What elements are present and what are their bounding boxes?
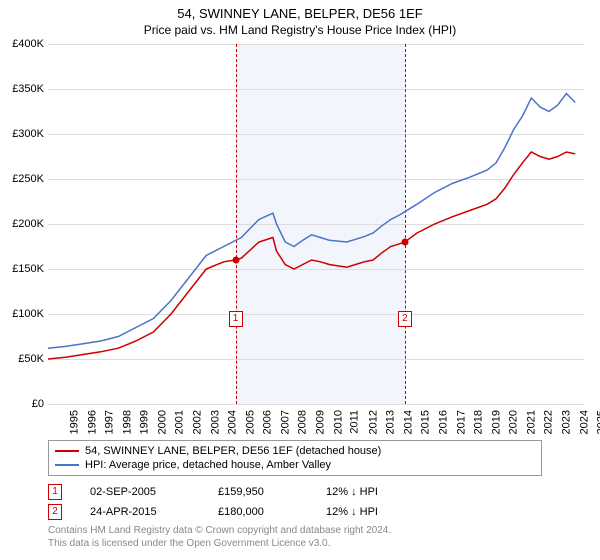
series-price_paid (48, 152, 575, 359)
legend-swatch (55, 450, 79, 452)
x-axis-label: 2007 (279, 410, 291, 434)
legend-label: 54, SWINNEY LANE, BELPER, DE56 1EF (deta… (85, 445, 381, 457)
x-axis-label: 2024 (578, 410, 590, 434)
x-axis-label: 2006 (262, 410, 274, 434)
footer-attribution: Contains HM Land Registry data © Crown c… (48, 524, 391, 550)
y-axis-label: £150K (12, 263, 44, 275)
legend-item: HPI: Average price, detached house, Ambe… (55, 458, 535, 472)
x-axis-label: 1999 (139, 410, 151, 434)
x-axis-label: 2022 (543, 410, 555, 434)
y-axis-label: £350K (12, 83, 44, 95)
footer-line-1: Contains HM Land Registry data © Crown c… (48, 524, 391, 537)
transaction-row: 2 24-APR-2015 £180,000 12% ↓ HPI (48, 502, 406, 522)
x-axis-label: 2012 (367, 410, 379, 434)
x-axis-label: 2016 (438, 410, 450, 434)
x-axis-label: 2018 (473, 410, 485, 434)
chart-plot-area: £0£50K£100K£150K£200K£250K£300K£350K£400… (48, 44, 584, 404)
transaction-row: 1 02-SEP-2005 £159,950 12% ↓ HPI (48, 482, 406, 502)
y-axis-label: £300K (12, 128, 44, 140)
sale-dot (232, 257, 239, 264)
chart-subtitle: Price paid vs. HM Land Registry's House … (0, 21, 600, 41)
chart-container: 54, SWINNEY LANE, BELPER, DE56 1EF Price… (0, 0, 600, 560)
line-series-svg (48, 44, 584, 404)
series-hpi (48, 94, 575, 349)
y-axis-label: £250K (12, 173, 44, 185)
x-axis-label: 2021 (525, 410, 537, 434)
x-axis-label: 2010 (332, 410, 344, 434)
x-axis-label: 2009 (315, 410, 327, 434)
transactions-table: 1 02-SEP-2005 £159,950 12% ↓ HPI 2 24-APR-201… (48, 482, 406, 522)
sale-marker-box: 1 (229, 311, 243, 327)
x-axis-label: 2017 (455, 410, 467, 434)
transaction-marker: 1 (48, 484, 62, 500)
x-axis-label: 2001 (174, 410, 186, 434)
legend-label: HPI: Average price, detached house, Ambe… (85, 459, 331, 471)
y-axis-label: £0 (32, 398, 44, 410)
x-axis-label: 2013 (385, 410, 397, 434)
x-axis-label: 2002 (192, 410, 204, 434)
chart-title: 54, SWINNEY LANE, BELPER, DE56 1EF (0, 0, 600, 21)
x-axis-label: 2020 (508, 410, 520, 434)
x-axis-label: 2003 (209, 410, 221, 434)
footer-line-2: This data is licensed under the Open Gov… (48, 537, 391, 550)
sale-marker-box: 2 (398, 311, 412, 327)
x-axis-label: 1998 (121, 410, 133, 434)
gridline (48, 404, 584, 405)
x-axis-label: 2025 (596, 410, 600, 434)
x-axis-label: 1997 (104, 410, 116, 434)
x-axis-label: 2014 (402, 410, 414, 434)
transaction-date: 02-SEP-2005 (90, 486, 190, 498)
y-axis-label: £200K (12, 218, 44, 230)
x-axis-label: 2015 (420, 410, 432, 434)
transaction-marker: 2 (48, 504, 62, 520)
x-axis-label: 2000 (156, 410, 168, 434)
x-axis-label: 1995 (68, 410, 80, 434)
transaction-hpi: 12% ↓ HPI (326, 486, 406, 498)
x-axis-label: 2005 (244, 410, 256, 434)
legend-item: 54, SWINNEY LANE, BELPER, DE56 1EF (deta… (55, 444, 535, 458)
x-axis-label: 2008 (297, 410, 309, 434)
x-axis-label: 2011 (349, 410, 361, 434)
sale-dot (401, 239, 408, 246)
transaction-price: £159,950 (218, 486, 298, 498)
y-axis-label: £400K (12, 38, 44, 50)
y-axis-label: £50K (18, 353, 44, 365)
x-axis-label: 2023 (561, 410, 573, 434)
x-axis-label: 1996 (86, 410, 98, 434)
transaction-price: £180,000 (218, 506, 298, 518)
legend-swatch (55, 464, 79, 466)
x-axis-label: 2004 (227, 410, 239, 434)
transaction-date: 24-APR-2015 (90, 506, 190, 518)
y-axis-label: £100K (12, 308, 44, 320)
x-axis-label: 2019 (490, 410, 502, 434)
transaction-hpi: 12% ↓ HPI (326, 506, 406, 518)
legend-box: 54, SWINNEY LANE, BELPER, DE56 1EF (deta… (48, 440, 542, 476)
